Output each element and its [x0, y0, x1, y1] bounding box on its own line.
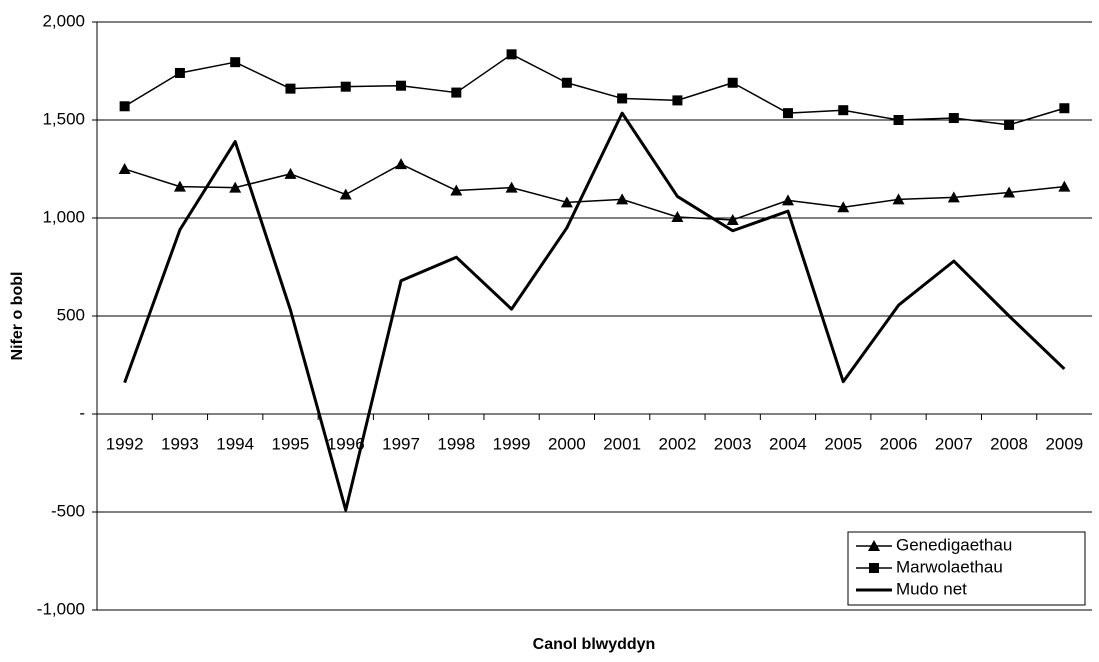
x-tick-label: 2008 — [990, 434, 1028, 453]
point — [505, 181, 518, 193]
point — [118, 163, 131, 174]
x-tick-label: 2004 — [769, 434, 807, 453]
point — [838, 105, 849, 116]
y-tick-label: -1,000 — [37, 599, 85, 618]
x-tick-label: 1996 — [327, 434, 365, 453]
series-line — [124, 163, 1065, 221]
x-tick-label: 2005 — [824, 434, 862, 453]
y-tick-label: 1,000 — [42, 207, 85, 226]
point — [616, 193, 629, 205]
x-tick-label: 2003 — [714, 434, 752, 453]
point — [396, 80, 407, 91]
legend-label: Genedigaethau — [896, 535, 1012, 554]
point — [672, 95, 683, 106]
point — [173, 180, 186, 192]
point — [893, 115, 904, 125]
x-axis-title: Canol blwyddyn — [533, 636, 656, 653]
point — [451, 87, 462, 98]
point — [230, 57, 241, 68]
x-tick-label: 2009 — [1045, 434, 1083, 453]
point — [229, 181, 242, 193]
point — [892, 193, 905, 205]
legend-marker — [868, 540, 880, 551]
x-tick-label: 2001 — [603, 434, 641, 453]
point — [1004, 119, 1015, 130]
point — [948, 113, 959, 124]
point — [617, 93, 628, 104]
point — [340, 81, 351, 92]
x-tick-label: 1995 — [272, 434, 310, 453]
y-tick-label: - — [79, 403, 85, 422]
point — [339, 188, 352, 200]
point — [560, 196, 573, 208]
legend-label: Mudo net — [896, 579, 967, 598]
point — [119, 101, 130, 112]
point — [727, 77, 738, 88]
point — [285, 83, 296, 94]
point — [1059, 103, 1070, 114]
point — [1058, 180, 1071, 192]
y-tick-label: 500 — [57, 305, 85, 324]
legend-label: Marwolaethau — [896, 557, 1003, 576]
point — [781, 194, 794, 206]
x-tick-label: 2007 — [935, 434, 973, 453]
point — [174, 67, 185, 78]
point — [726, 213, 739, 225]
x-tick-label: 2002 — [659, 434, 697, 453]
x-tick-label: 2000 — [548, 434, 586, 453]
series-line — [124, 53, 1065, 126]
series-line — [123, 111, 1066, 512]
x-tick-label: 1998 — [437, 434, 475, 453]
point — [782, 108, 793, 119]
y-tick-label: 1,500 — [42, 109, 85, 128]
x-tick-label: 1992 — [106, 434, 144, 453]
point — [284, 167, 297, 179]
x-tick-label: 1999 — [493, 434, 531, 453]
x-tick-label: 1993 — [161, 434, 199, 453]
y-tick-label: -500 — [51, 501, 85, 520]
point — [947, 191, 960, 203]
point — [671, 211, 684, 223]
point — [506, 49, 517, 60]
x-tick-label: 1994 — [216, 434, 254, 453]
point — [837, 201, 850, 213]
y-axis-title: Nifer o bobl — [9, 272, 26, 361]
point — [395, 158, 408, 170]
legend-marker — [869, 563, 879, 573]
point — [1003, 186, 1016, 198]
x-tick-label: 2006 — [880, 434, 918, 453]
point — [561, 77, 572, 88]
y-tick-label: 2,000 — [42, 11, 85, 30]
point — [450, 184, 463, 196]
x-tick-label: 1997 — [382, 434, 420, 453]
